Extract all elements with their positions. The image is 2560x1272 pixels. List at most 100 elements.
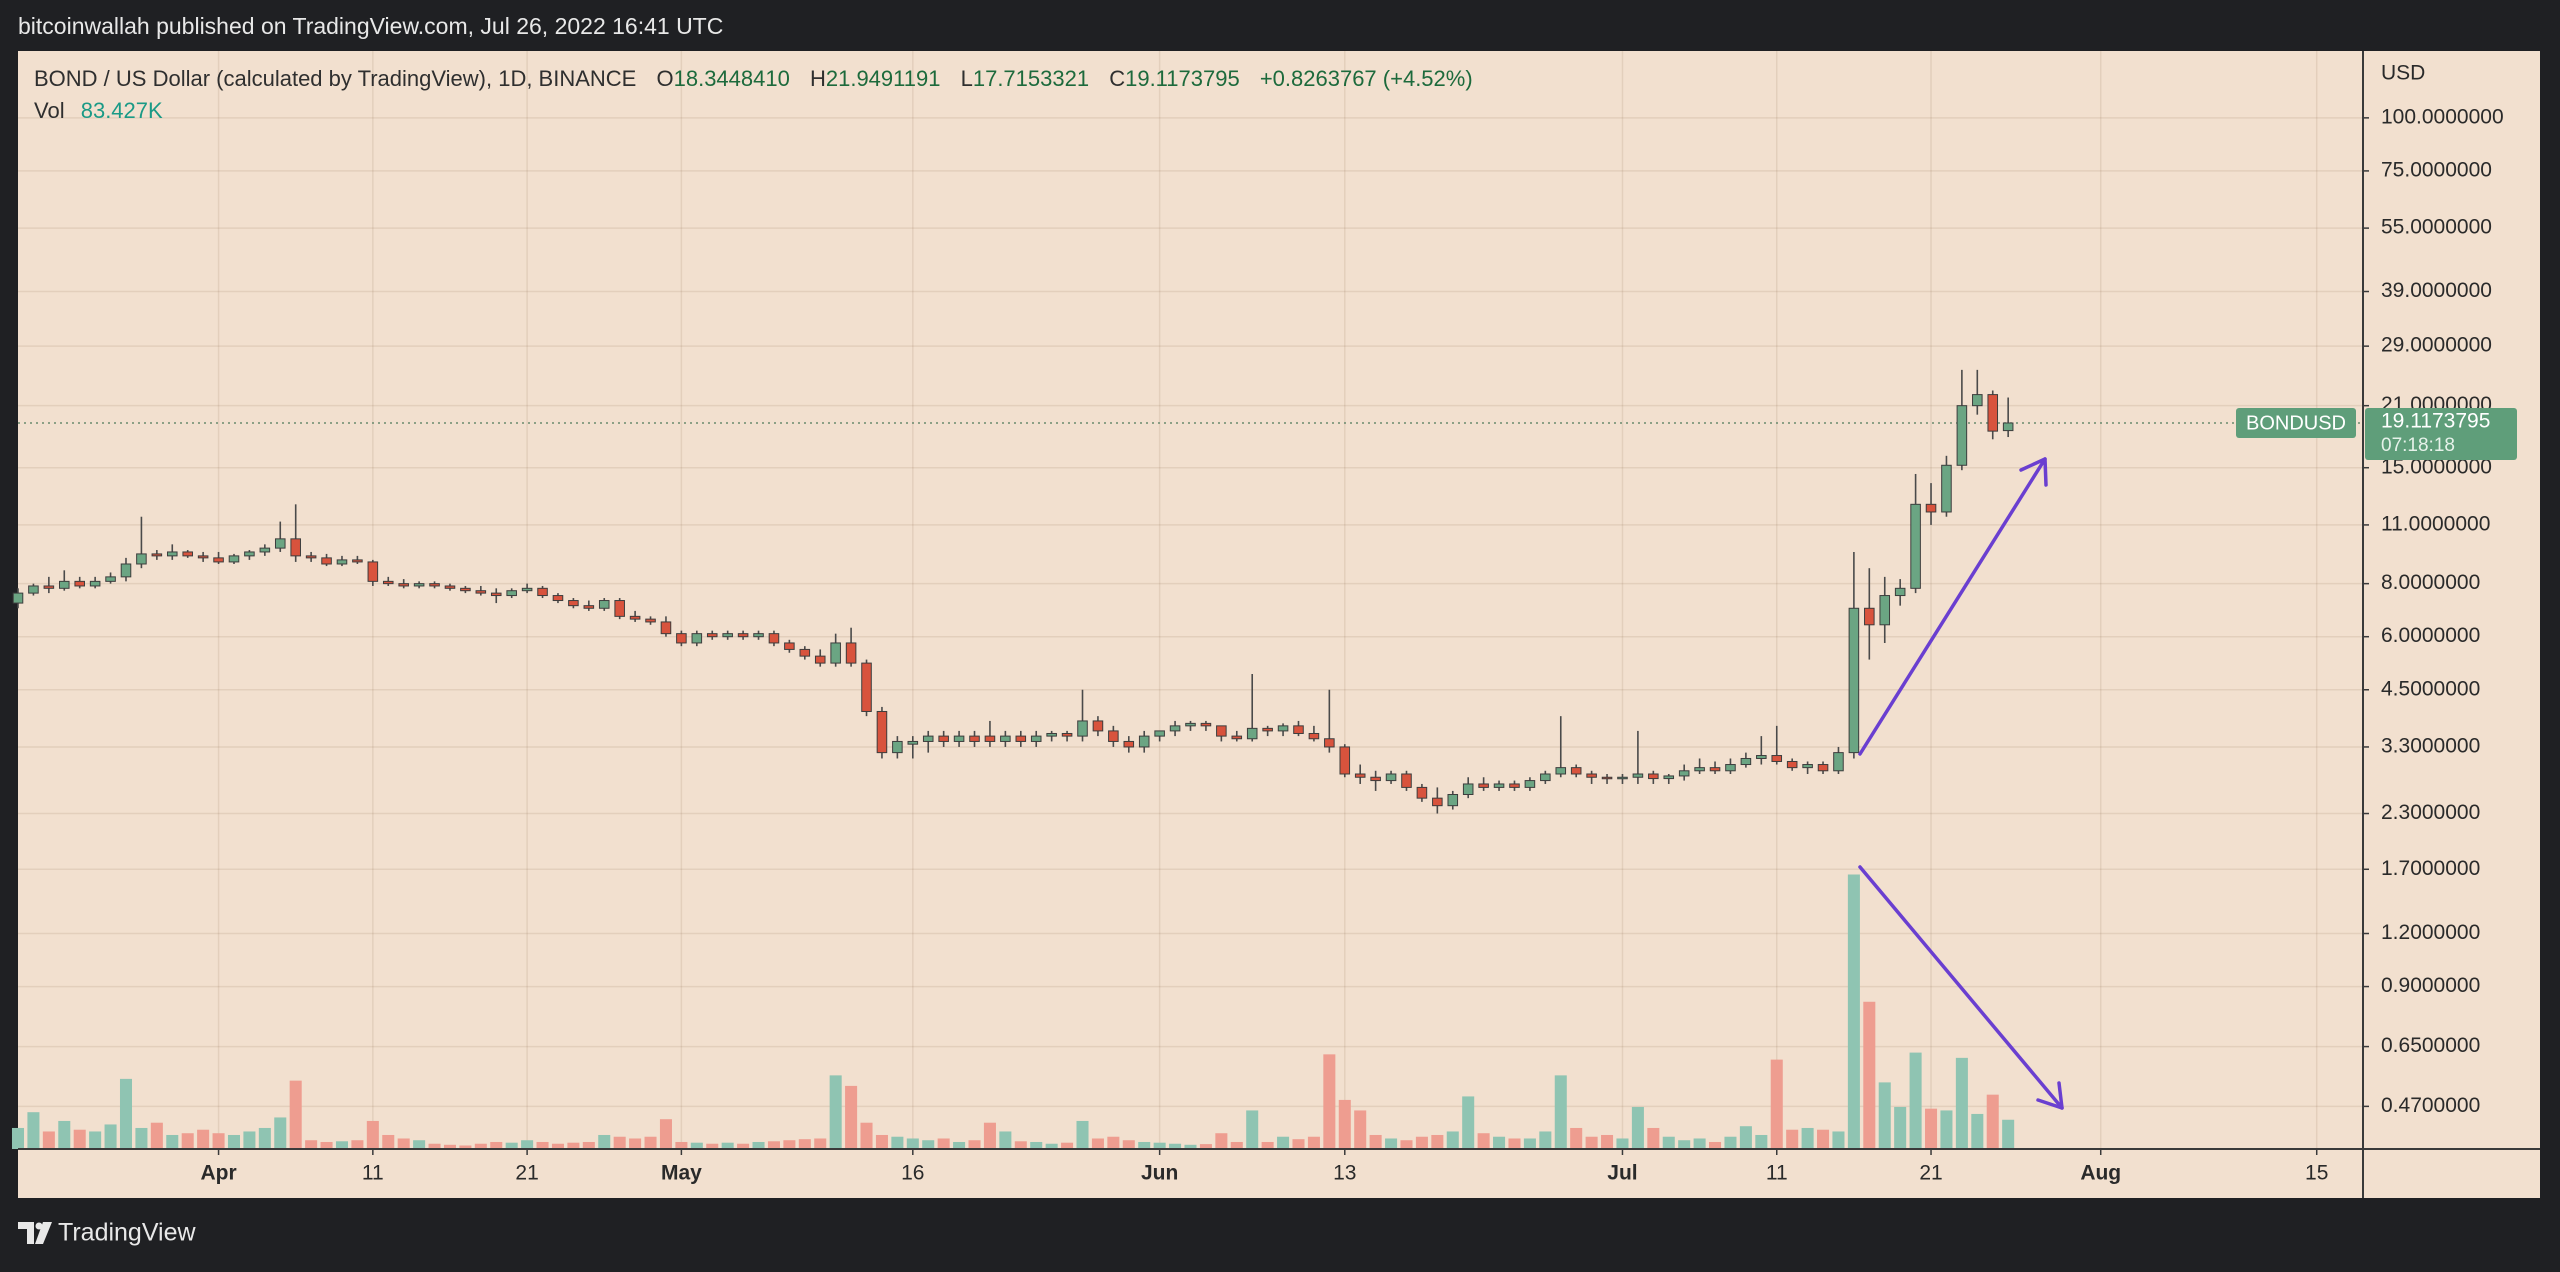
candle-body (1972, 394, 1983, 407)
volume-bar (1647, 1127, 1660, 1149)
axis-unit: USD (2381, 62, 2425, 85)
volume-bar (752, 1141, 765, 1149)
volume-bar (1971, 1113, 1984, 1149)
candle-body (706, 633, 718, 638)
volume-bar (1523, 1138, 1536, 1149)
volume-bar (1508, 1138, 1521, 1149)
volume-bar (73, 1129, 86, 1149)
volume-bar (428, 1143, 441, 1149)
candle-body (1138, 735, 1150, 748)
candle-body (1030, 735, 1042, 742)
volume-bar (1570, 1127, 1583, 1149)
legend-label: O (656, 66, 673, 91)
candle-body (2002, 422, 2014, 432)
candle-body (1401, 773, 1412, 788)
volume-bar (1940, 1110, 1953, 1149)
volume-bar (1847, 874, 1860, 1149)
legend-label: C (1109, 66, 1125, 91)
candle-body (521, 587, 533, 592)
volume-bar (119, 1078, 133, 1149)
y-tick-label: 0.6500000 (2381, 1034, 2480, 1057)
volume-bar (999, 1131, 1012, 1149)
candle-body (1833, 752, 1844, 772)
volume-bar (613, 1136, 626, 1149)
volume-bar (1045, 1143, 1058, 1149)
candle-body (1123, 740, 1135, 748)
candle-body (1015, 735, 1027, 742)
symbol-title: BOND / US Dollar (calculated by TradingV… (34, 66, 636, 91)
volume-bar (906, 1138, 919, 1149)
volume-layer (11, 874, 2015, 1149)
volume-bar (1277, 1136, 1290, 1149)
volume-bar (212, 1133, 225, 1149)
y-tick-label: 39.0000000 (2381, 279, 2492, 302)
volume-bar (1369, 1134, 1382, 1149)
candle-body (1586, 773, 1597, 778)
up-arrow-head (2019, 457, 2048, 487)
x-tick-label: May (661, 1162, 702, 1185)
candle-body (228, 555, 240, 563)
volume-bar (1493, 1136, 1506, 1149)
volume-bar (1585, 1136, 1598, 1149)
volume-bar (1184, 1144, 1197, 1149)
volume-bar (459, 1145, 472, 1149)
volume-bar (320, 1141, 333, 1149)
candle-body (1432, 797, 1443, 807)
candle-body (1894, 587, 1906, 597)
candle-body (814, 655, 826, 664)
volume-bar (1169, 1143, 1182, 1149)
volume-bar (767, 1141, 780, 1149)
candle-body (197, 555, 209, 559)
volume-bar (891, 1136, 904, 1149)
volume-bar (1755, 1134, 1768, 1149)
candle-body (1570, 767, 1582, 775)
y-tick-label: 0.9000000 (2381, 974, 2480, 997)
candle-body (490, 592, 502, 597)
candle-body (336, 559, 348, 565)
volume-legend-label: Vol (34, 98, 65, 123)
volume-bar (490, 1141, 503, 1149)
volume-bar (845, 1085, 858, 1149)
candle-body (1802, 764, 1813, 769)
candle-body (89, 580, 101, 587)
y-tick-label: 8.0000000 (2381, 571, 2480, 594)
x-tick-label: Aug (2080, 1162, 2121, 1185)
volume-bar (305, 1140, 318, 1149)
candle-body (120, 563, 132, 578)
x-tick-label: Apr (200, 1162, 236, 1185)
candle-body (568, 600, 579, 607)
up-arrow (1858, 457, 2047, 756)
footer-logo: TradingView (18, 1219, 197, 1247)
candle-body (136, 553, 147, 565)
volume-bar (922, 1140, 935, 1149)
y-tick-label: 4.5000000 (2381, 677, 2480, 700)
volume-bar (243, 1131, 256, 1149)
candle-body (660, 621, 672, 635)
candle-body (784, 642, 795, 650)
candle-body (1277, 725, 1289, 732)
volume-legend-value: 83.427K (81, 98, 163, 123)
volume-bar (1724, 1136, 1737, 1149)
candle-body (1617, 776, 1628, 780)
volume-bar (1014, 1141, 1027, 1149)
volume-bar (11, 1127, 25, 1149)
volume-bar (150, 1122, 163, 1149)
volume-bar (659, 1119, 672, 1149)
volume-bar (166, 1134, 179, 1149)
footer-brand: TradingView (58, 1219, 197, 1247)
x-tick-label: Jun (1141, 1162, 1178, 1185)
volume-bar (1878, 1082, 1891, 1149)
volume-bar (798, 1139, 811, 1149)
candle-body (1524, 780, 1536, 788)
candle-body (367, 561, 379, 582)
candle-body (830, 642, 841, 664)
volume-bar (505, 1142, 518, 1149)
candle-layer (12, 369, 2014, 814)
volume-bar (1616, 1138, 1629, 1149)
x-tick-label: 11 (1766, 1162, 1788, 1185)
candle-body (1864, 607, 1875, 626)
legend-value: 18.3448410 (674, 66, 790, 91)
candle-body (475, 590, 487, 594)
